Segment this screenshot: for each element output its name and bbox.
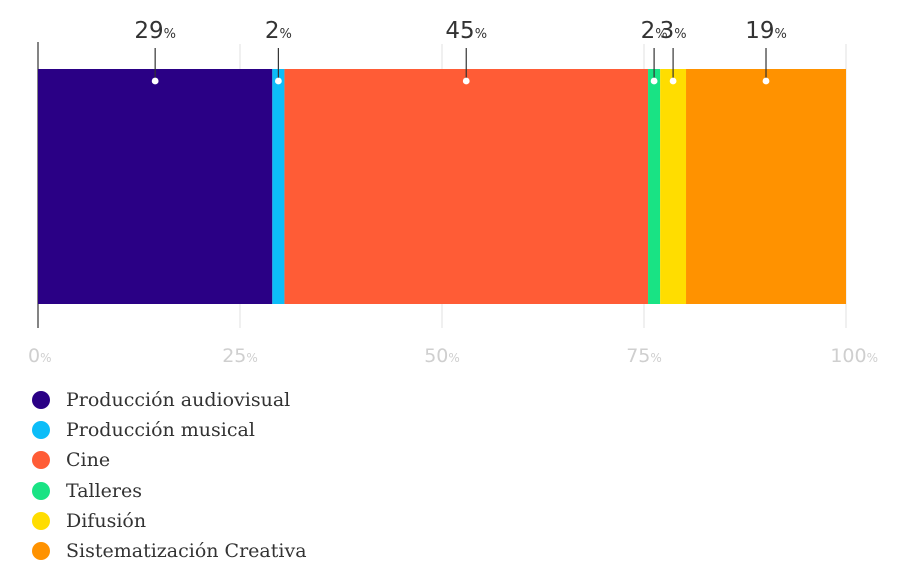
legend-swatch	[32, 391, 50, 410]
legend-item: Sistematización Creativa	[32, 536, 307, 566]
label-dot	[151, 77, 159, 85]
legend-item: Producción musical	[32, 415, 307, 445]
bar-segment	[38, 69, 273, 304]
value-labels: 29% 2% 45% 2%3% 19%	[134, 18, 787, 85]
value-label: 2%	[265, 18, 292, 44]
label-dot	[650, 77, 658, 85]
legend: Producción audiovisual Producción musical…	[32, 385, 307, 566]
legend-swatch	[32, 451, 50, 470]
legend-label: Sistematización Creativa	[66, 540, 307, 563]
label-dot	[669, 77, 677, 85]
value-label: 29%	[134, 18, 176, 44]
legend-item: Cine	[32, 445, 307, 475]
bar-segment	[284, 69, 649, 304]
label-dot	[462, 77, 470, 85]
legend-item: Talleres	[32, 476, 307, 506]
legend-label: Talleres	[66, 479, 142, 502]
legend-swatch	[32, 481, 50, 500]
legend-item: Difusión	[32, 506, 307, 536]
legend-label: Cine	[66, 449, 111, 472]
bar-segment	[272, 69, 285, 304]
value-label: 3%	[660, 18, 687, 44]
value-label: 45%	[445, 18, 487, 44]
bar-segment	[660, 69, 687, 304]
label-dot	[762, 77, 770, 85]
bar-segment	[648, 69, 661, 304]
label-dot	[274, 77, 282, 85]
value-label: 2%	[641, 18, 668, 44]
value-label: 19%	[745, 18, 787, 44]
x-axis-ticks: 0% 25% 50% 75% 100%	[28, 345, 878, 367]
tick-label: 0%	[28, 345, 52, 367]
tick-label: 25%	[222, 345, 258, 367]
legend-swatch	[32, 511, 50, 530]
tick-label: 50%	[424, 345, 460, 367]
legend-swatch	[32, 421, 50, 440]
tick-label: 75%	[626, 345, 662, 367]
legend-label: Difusión	[66, 509, 147, 532]
tick-label: 100%	[830, 345, 878, 367]
legend-label: Producción audiovisual	[66, 389, 291, 412]
legend-label: Producción musical	[66, 419, 255, 442]
legend-item: Producción audiovisual	[32, 385, 307, 415]
bar-segment	[686, 69, 846, 304]
legend-swatch	[32, 542, 50, 561]
bar-segments	[38, 69, 846, 304]
